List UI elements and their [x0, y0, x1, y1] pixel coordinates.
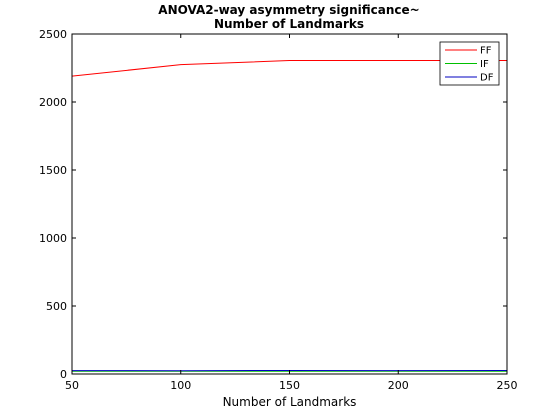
plot-area: [72, 34, 507, 374]
x-axis-ticks: 50 100 150 200 250: [65, 34, 518, 392]
x-axis-label: Number of Landmarks: [223, 395, 357, 409]
legend-items: FF IF DF: [445, 46, 494, 84]
chart-title-line-2: Number of Landmarks: [214, 17, 364, 31]
y-tick-label: 0: [60, 368, 67, 381]
x-tick-label: 100: [170, 379, 191, 392]
legend: FF IF DF: [439, 41, 500, 86]
x-tick-label: 150: [279, 379, 300, 392]
x-tick-label: 50: [65, 379, 79, 392]
y-tick-label: 1500: [39, 164, 67, 177]
y-tick-label: 500: [46, 300, 67, 313]
legend-label-df: DF: [480, 73, 494, 84]
chart-title-line-1: ANOVA2-way asymmetry significance~: [158, 3, 419, 17]
y-tick-label: 1000: [39, 232, 67, 245]
y-tick-label: 2000: [39, 96, 67, 109]
y-tick-label: 2500: [39, 28, 67, 41]
legend-label-if: IF: [480, 59, 489, 70]
x-tick-label: 200: [388, 379, 409, 392]
x-tick-label: 250: [497, 379, 518, 392]
y-axis-ticks: 0 500 1000 1500 2000 2500: [39, 28, 507, 381]
plot-frame: [71, 33, 508, 375]
series-line-ff: [71, 60, 507, 77]
legend-label-ff: FF: [480, 46, 492, 57]
